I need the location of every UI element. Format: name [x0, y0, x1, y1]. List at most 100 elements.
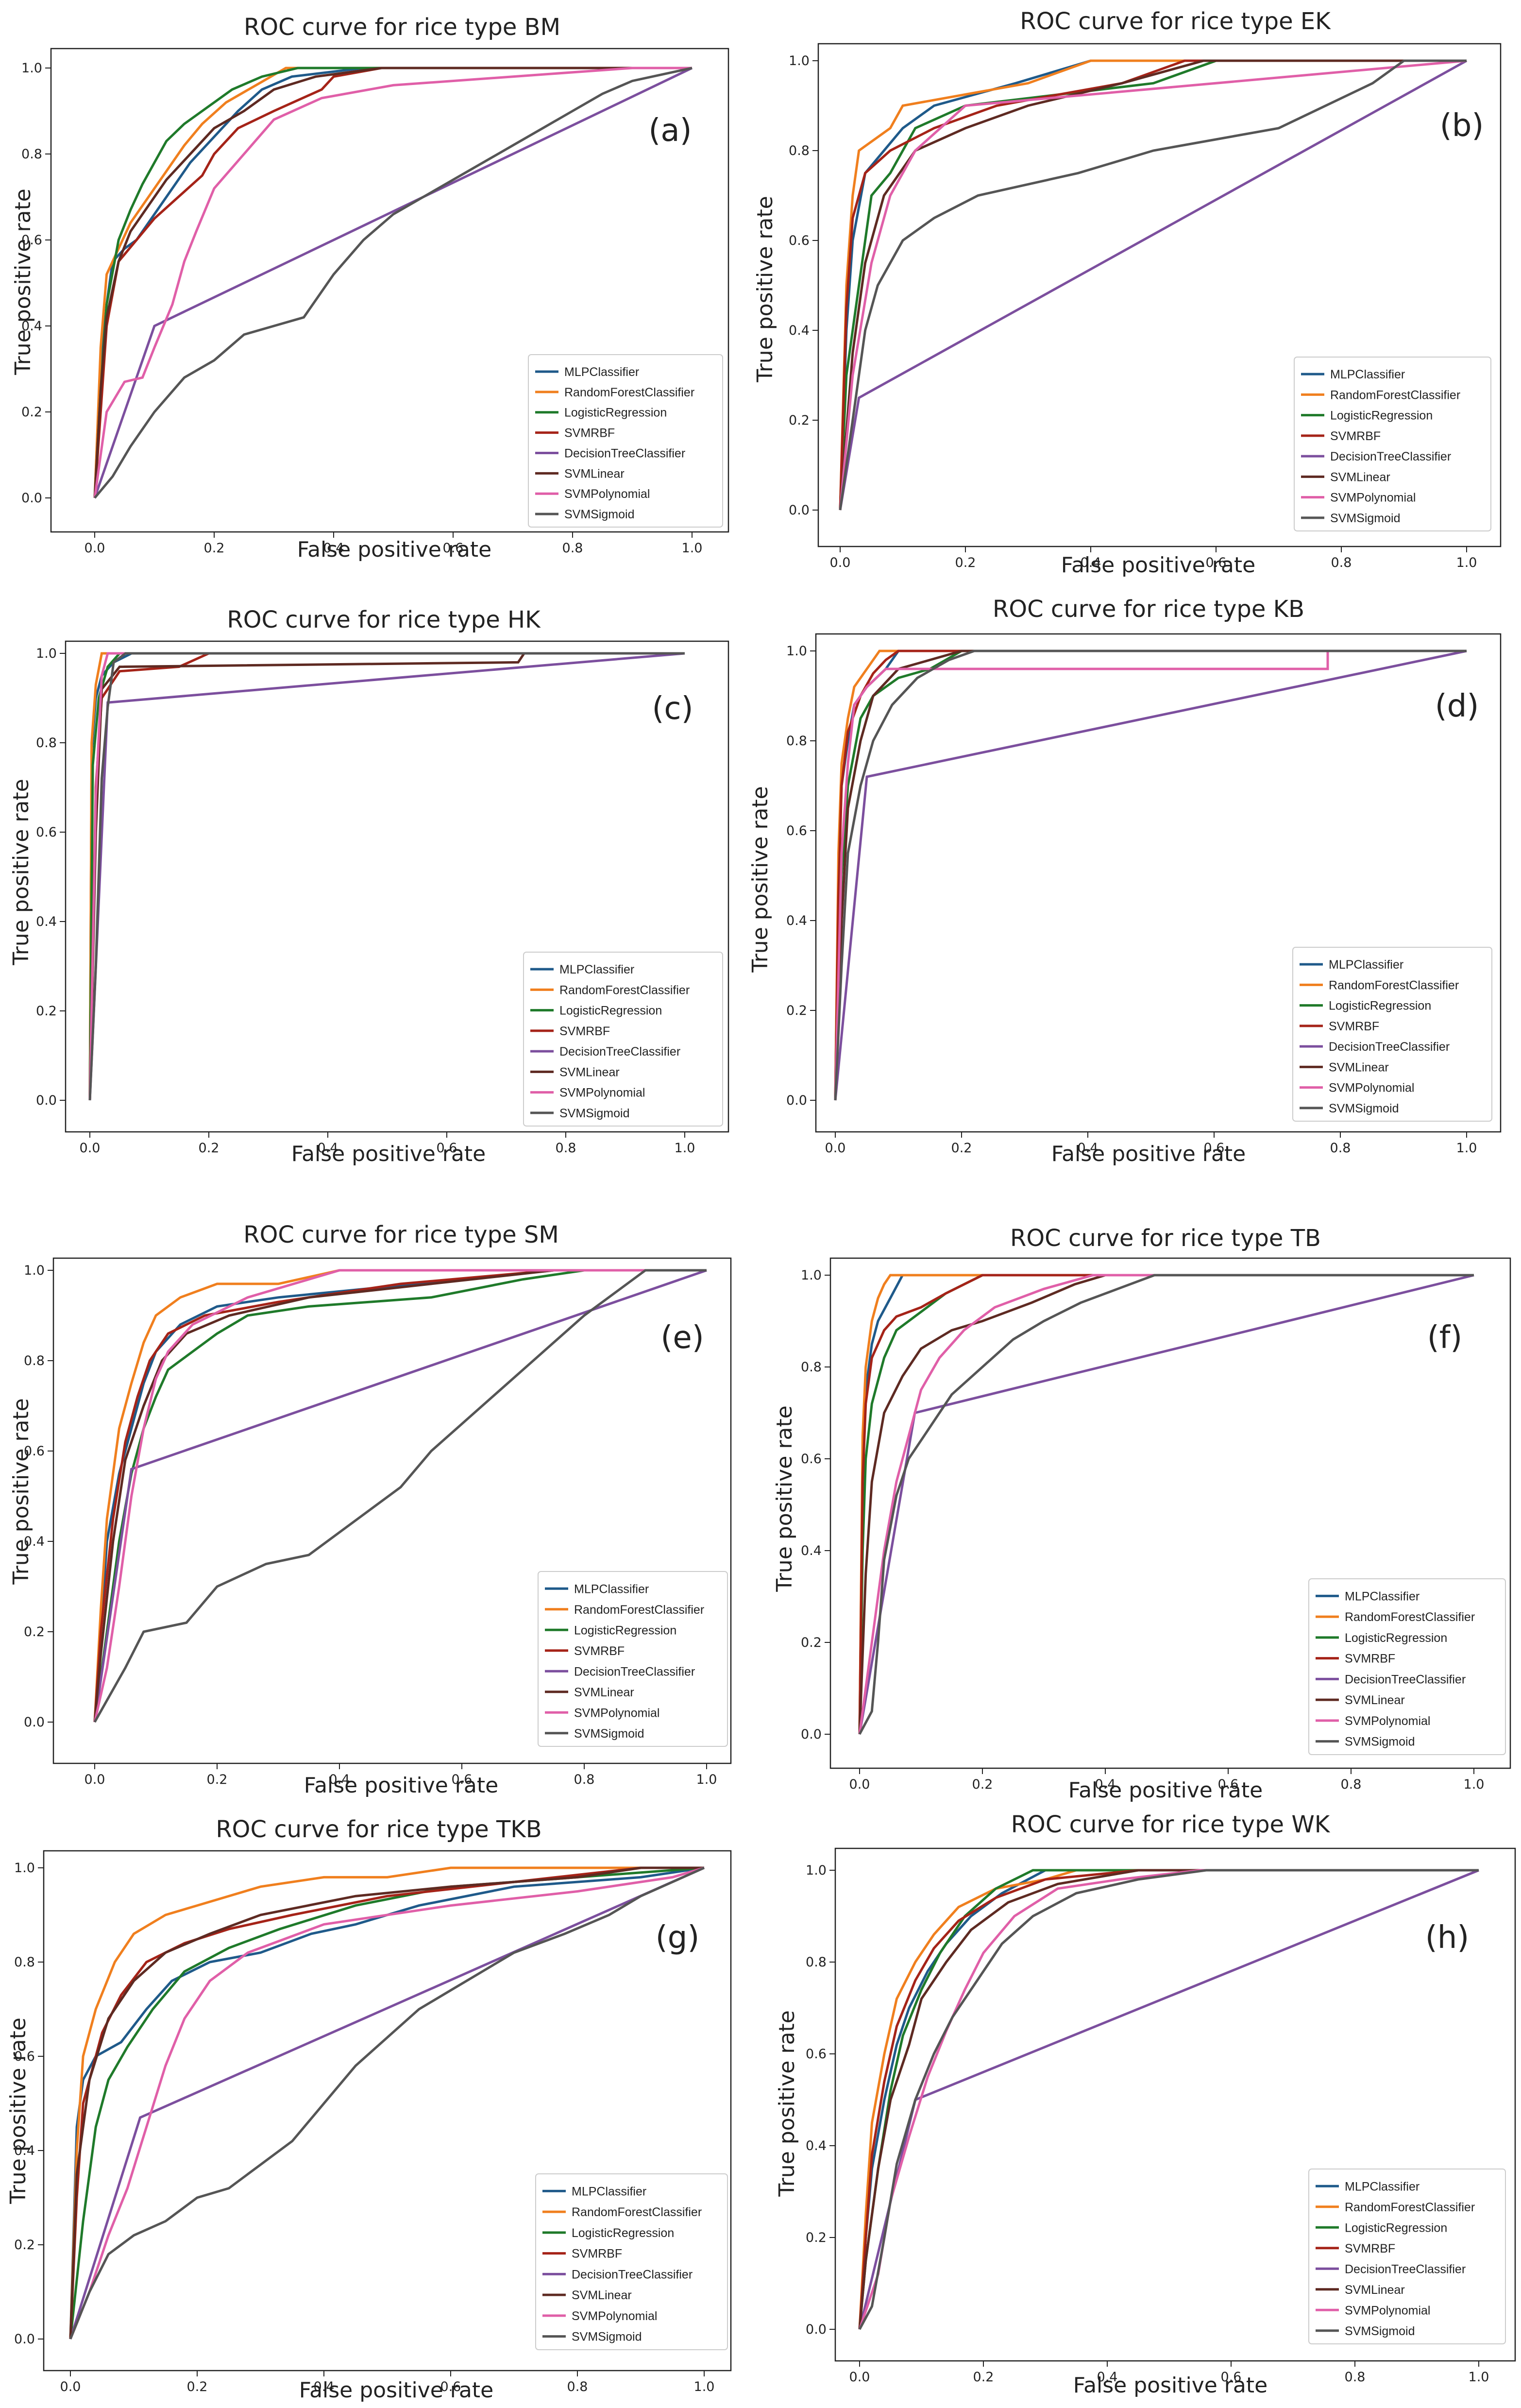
y-tick-label: 0.0	[36, 1093, 57, 1108]
y-tick-label: 0.2	[801, 1635, 822, 1650]
legend-label: SVMRBF	[1345, 2242, 1395, 2255]
legend-label: RandomForestClassifier	[1329, 978, 1459, 992]
chart-title: ROC curve for rice type TB	[1010, 1225, 1321, 1252]
y-tick-label: 0.0	[789, 503, 810, 518]
series-line-decisiontreeclassifier	[93, 67, 693, 498]
x-tick-label: 0.6	[440, 2379, 461, 2394]
legend-label: SVMSigmoid	[559, 1107, 630, 1120]
series-line-mlpclassifier	[839, 59, 1467, 511]
legend-label: SVMSigmoid	[1330, 512, 1401, 525]
y-tick-label: 0.8	[24, 1353, 45, 1368]
series-line-svmrbf	[858, 1869, 1479, 2330]
panel-sm: ROC curve for rice type SM (e) False pos…	[9, 1221, 732, 1798]
x-tick-label: 0.2	[199, 1141, 220, 1156]
panel-label: (c)	[652, 691, 693, 727]
x-tick-label: 0.4	[323, 541, 344, 556]
legend-label: SVMPolynomial	[564, 487, 650, 501]
y-tick-label: 0.8	[806, 1955, 827, 1970]
plot-frame	[43, 1850, 732, 2372]
y-tick-label: 0.8	[14, 1955, 35, 1970]
y-axis-label: True positive rate	[6, 2017, 31, 2204]
legend-label: SVMLinear	[1329, 1060, 1389, 1074]
series-line-svmlinear	[69, 1866, 704, 2340]
legend-label: SVMPolynomial	[574, 1706, 659, 1720]
legend-label: RandomForestClassifier	[1330, 388, 1460, 402]
series-line-svmlinear	[839, 59, 1467, 511]
x-tick-label: 0.0	[830, 555, 851, 570]
legend-label: DecisionTreeClassifier	[1330, 450, 1451, 463]
y-tick-label: 0.4	[789, 323, 810, 338]
y-tick-label: 0.2	[789, 413, 810, 428]
y-tick-label: 1.0	[14, 1861, 35, 1876]
legend-label: MLPClassifier	[572, 2185, 646, 2198]
series-line-randomforestclassifier	[93, 1269, 707, 1723]
x-tick-label: 1.0	[1469, 2370, 1489, 2385]
series-line-randomforestclassifier	[69, 1866, 704, 2340]
x-tick-label: 0.0	[849, 1777, 870, 1792]
x-axis-label: False positive rate	[304, 1773, 498, 1798]
y-axis-label: True positive rate	[9, 1398, 34, 1585]
y-tick-label: 1.0	[806, 1863, 827, 1878]
x-axis-label: False positive rate	[299, 2378, 493, 2403]
x-tick-label: 0.0	[80, 1141, 101, 1156]
series-line-svmpolynomial	[839, 59, 1467, 511]
legend-label: LogisticRegression	[574, 1623, 676, 1637]
legend-label: SVMLinear	[1330, 470, 1390, 484]
series-line-logisticregression	[839, 59, 1467, 511]
y-tick-label: 0.6	[24, 1444, 45, 1459]
legend-label: SVMRBF	[1345, 1652, 1395, 1666]
plot-frame	[50, 48, 729, 533]
series-line-svmsigmoid	[88, 652, 685, 1101]
panel-kb: ROC curve for rice type KB (d) False pos…	[748, 596, 1502, 1166]
x-tick-label: 0.4	[1097, 2370, 1118, 2385]
y-tick-label: 0.4	[806, 2138, 827, 2153]
x-tick-label: 0.8	[1331, 555, 1352, 570]
series-line-decisiontreeclassifier	[834, 649, 1467, 1101]
legend-label: SVMLinear	[564, 467, 625, 480]
panel-label: (f)	[1427, 1320, 1462, 1356]
legend-label: SVMPolynomial	[1345, 1714, 1430, 1728]
legend-label: DecisionTreeClassifier	[564, 446, 685, 460]
x-tick-label: 0.4	[314, 2379, 335, 2394]
y-tick-label: 0.8	[789, 143, 810, 158]
y-tick-label: 0.4	[786, 913, 807, 928]
legend-label: SVMSigmoid	[1345, 2324, 1415, 2338]
x-axis-label: False positive rate	[1061, 553, 1255, 578]
legend-label: SVMRBF	[574, 1644, 625, 1658]
series-line-svmsigmoid	[858, 1869, 1479, 2330]
x-tick-label: 0.8	[1345, 2370, 1366, 2385]
x-tick-label: 0.6	[1206, 555, 1227, 570]
legend-label: SVMRBF	[564, 427, 615, 440]
x-tick-label: 1.0	[1456, 555, 1477, 570]
y-axis-label: True positive rate	[772, 1405, 797, 1592]
legend-label: MLPClassifier	[1330, 368, 1405, 381]
x-tick-label: 0.8	[1341, 1777, 1362, 1792]
chart-title: ROC curve for rice type HK	[227, 606, 541, 633]
legend-label: SVMLinear	[1345, 2283, 1405, 2297]
series-line-svmrbf	[839, 59, 1467, 511]
y-tick-label: 0.0	[786, 1093, 807, 1108]
x-tick-label: 0.6	[1221, 2370, 1242, 2385]
y-tick-label: 0.8	[786, 734, 807, 749]
series-line-svmlinear	[858, 1274, 1474, 1735]
panel-tb: ROC curve for rice type TB (f) False pos…	[772, 1225, 1511, 1803]
legend-label: LogisticRegression	[564, 406, 667, 420]
y-tick-label: 0.2	[806, 2230, 827, 2245]
y-tick-label: 1.0	[801, 1268, 822, 1283]
legend-label: LogisticRegression	[572, 2226, 674, 2240]
x-axis-label: False positive rate	[297, 537, 491, 562]
y-tick-label: 0.4	[24, 1534, 45, 1549]
legend-label: RandomForestClassifier	[1345, 2201, 1475, 2214]
legend-label: MLPClassifier	[1329, 958, 1403, 972]
chart-title: ROC curve for rice type BM	[244, 14, 560, 41]
legend-label: SVMPolynomial	[572, 2309, 657, 2323]
legend-box	[1292, 947, 1492, 1122]
legend-label: SVMRBF	[572, 2247, 622, 2261]
chart-title: ROC curve for rice type WK	[1011, 1811, 1331, 1838]
legend-label: SVMSigmoid	[574, 1727, 644, 1741]
y-tick-label: 0.6	[21, 233, 42, 248]
y-tick-label: 0.8	[36, 735, 57, 751]
series-line-logisticregression	[93, 67, 692, 498]
chart-title: ROC curve for rice type EK	[1020, 8, 1331, 35]
